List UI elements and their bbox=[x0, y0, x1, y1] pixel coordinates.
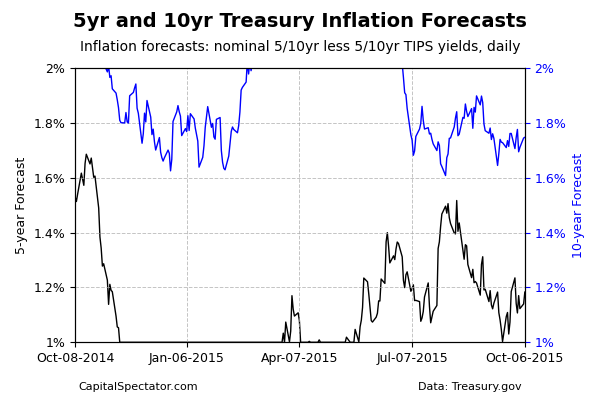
Y-axis label: 10-year Forecast: 10-year Forecast bbox=[572, 152, 585, 258]
Text: CapitalSpectator.com: CapitalSpectator.com bbox=[78, 382, 197, 392]
Text: 5yr and 10yr Treasury Inflation Forecasts: 5yr and 10yr Treasury Inflation Forecast… bbox=[73, 12, 527, 31]
Text: Inflation forecasts: nominal 5/10yr less 5/10yr TIPS yields, daily: Inflation forecasts: nominal 5/10yr less… bbox=[80, 40, 520, 54]
Text: Data: Treasury.gov: Data: Treasury.gov bbox=[418, 382, 522, 392]
Y-axis label: 5-year Forecast: 5-year Forecast bbox=[15, 156, 28, 254]
